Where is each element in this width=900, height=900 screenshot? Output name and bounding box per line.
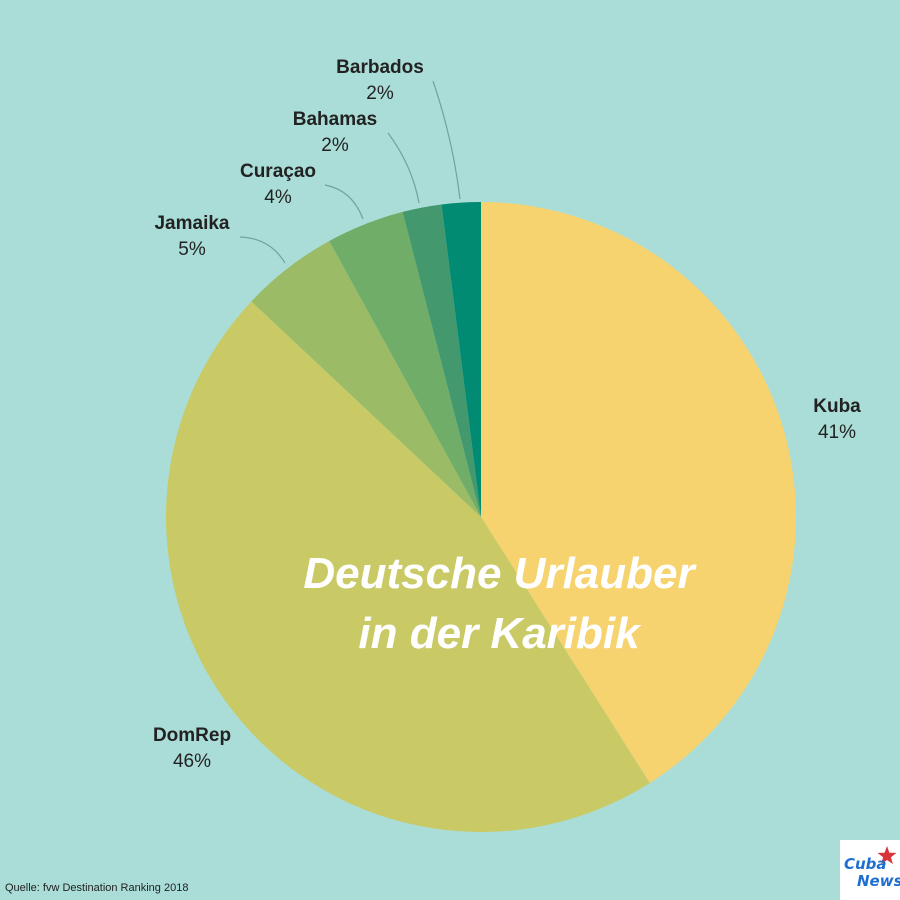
pie-slice-kuba[interactable]: [481, 202, 796, 783]
slice-value-jamaika: 5%: [178, 239, 206, 260]
pie-slice-barbados[interactable]: [441, 202, 481, 517]
logo-text-line-2: News: [857, 872, 900, 890]
slice-label-curacao: Curaçao: [240, 161, 316, 182]
pie-slice-curacao[interactable]: [329, 211, 481, 517]
leader-line-curacao: [324, 184, 364, 220]
logo-text-line-1: Cuba: [844, 855, 887, 873]
slice-value-curacao: 4%: [264, 187, 292, 208]
slices-layer: [165, 202, 796, 833]
slice-value-kuba: 41%: [818, 422, 856, 443]
leader-line-barbados: [432, 80, 461, 200]
slice-label-jamaika: Jamaika: [154, 213, 229, 234]
pie-slice-domrep[interactable]: [165, 301, 650, 833]
cuba-news-logo[interactable]: Cuba News: [840, 840, 900, 900]
slice-value-bahamas: 2%: [321, 135, 349, 156]
chart-title-line-2: in der Karibik: [358, 609, 642, 658]
slice-label-kuba: Kuba: [813, 396, 861, 417]
source-note: Quelle: fvw Destination Ranking 2018: [5, 882, 189, 894]
star-icon: [877, 846, 897, 864]
slice-label-bahamas: Bahamas: [293, 109, 378, 130]
pie-slice-bahamas[interactable]: [402, 204, 481, 518]
pie-slice-jamaika[interactable]: [251, 240, 481, 517]
slice-labels: Kuba 41% DomRep 46% Jamaika 5% Curaçao 4% Bahama…: [153, 57, 861, 772]
leader-line-bahamas: [387, 132, 420, 204]
chart-title-line-1: Deutsche Urlauber: [303, 549, 697, 598]
leader-lines: [239, 80, 461, 264]
slice-label-domrep: DomRep: [153, 725, 231, 746]
leader-line-jamaika: [239, 236, 286, 264]
slice-value-domrep: 46%: [173, 751, 211, 772]
slice-value-barbados: 2%: [366, 83, 394, 104]
slice-label-barbados: Barbados: [336, 57, 424, 78]
